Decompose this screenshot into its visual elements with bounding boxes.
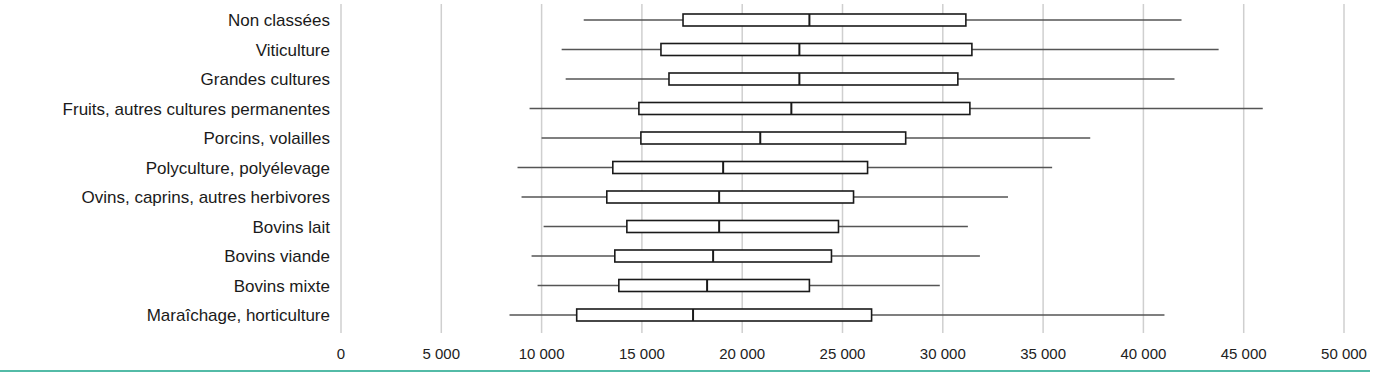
box-group xyxy=(518,162,1053,174)
box-group xyxy=(584,14,1182,26)
median xyxy=(790,103,792,115)
tick-label: 35 000 xyxy=(1020,345,1066,362)
tick-label: 15 000 xyxy=(619,345,665,362)
tick-label: 45 000 xyxy=(1221,345,1267,362)
box xyxy=(683,14,966,26)
box-group xyxy=(566,73,1175,85)
axis-line xyxy=(341,333,1344,334)
box xyxy=(639,103,970,115)
median xyxy=(692,309,694,321)
tick-label: 25 000 xyxy=(820,345,866,362)
box xyxy=(615,250,832,262)
category-label: Maraîchage, horticulture xyxy=(147,306,330,325)
box xyxy=(619,280,810,292)
box xyxy=(641,132,906,144)
whisker-high xyxy=(809,285,939,286)
category-label: Ovins, caprins, autres herbivores xyxy=(82,188,331,207)
whisker-high xyxy=(831,255,979,256)
tick-label: 40 000 xyxy=(1120,345,1166,362)
box-group xyxy=(510,309,1165,321)
box-group xyxy=(562,44,1219,56)
grid-line xyxy=(1042,4,1044,333)
whisker-low xyxy=(584,19,683,20)
median xyxy=(798,44,800,56)
whisker-low xyxy=(562,49,661,50)
category-label: Viticulture xyxy=(256,41,330,60)
median xyxy=(718,191,720,203)
whisker-high xyxy=(970,108,1263,109)
median xyxy=(712,250,714,262)
tick-label: 0 xyxy=(337,345,345,362)
whisker-low xyxy=(544,226,627,227)
tick-label: 50 000 xyxy=(1321,345,1367,362)
box xyxy=(577,309,872,321)
grid-line xyxy=(1143,4,1145,333)
median xyxy=(706,280,708,292)
whisker-high xyxy=(972,49,1219,50)
box-group xyxy=(538,280,940,292)
grid-line xyxy=(441,4,443,333)
box xyxy=(613,162,868,174)
whisker-low xyxy=(566,78,669,79)
whisker-low xyxy=(532,255,615,256)
category-label: Bovins viande xyxy=(224,247,330,266)
tick-label: 20 000 xyxy=(719,345,765,362)
category-label: Grandes cultures xyxy=(201,70,330,89)
median xyxy=(722,162,724,174)
category-label: Bovins mixte xyxy=(234,277,330,296)
whisker-low xyxy=(530,108,639,109)
box xyxy=(627,221,839,233)
box-group xyxy=(522,191,1008,203)
grid-line xyxy=(340,4,342,333)
grid-line xyxy=(541,4,543,333)
box xyxy=(669,73,958,85)
category-label: Porcins, volailles xyxy=(203,129,330,148)
grid-line xyxy=(1243,4,1245,333)
category-label: Bovins lait xyxy=(253,218,331,237)
category-label: Polyculture, polyélevage xyxy=(146,159,330,178)
tick-label: 5 000 xyxy=(423,345,461,362)
grid-line xyxy=(1343,4,1345,333)
median xyxy=(718,221,720,233)
whisker-low xyxy=(522,196,607,197)
tick-label: 10 000 xyxy=(519,345,565,362)
tick-label: 30 000 xyxy=(920,345,966,362)
median xyxy=(808,14,810,26)
whisker-high xyxy=(872,314,1165,315)
whisker-low xyxy=(542,137,641,138)
box-group xyxy=(542,132,1091,144)
box xyxy=(607,191,854,203)
whisker-high xyxy=(958,78,1175,79)
box-group xyxy=(532,250,980,262)
box xyxy=(661,44,972,56)
chart: 0 5 000 10 000 15 000 20 000 25 000 30 000 35 0… xyxy=(0,0,1380,379)
median xyxy=(759,132,761,144)
boxes xyxy=(510,14,1263,321)
whisker-low xyxy=(518,167,613,168)
whisker-high xyxy=(966,19,1182,20)
category-label: Fruits, autres cultures permanentes xyxy=(63,100,330,119)
median xyxy=(798,73,800,85)
whisker-high xyxy=(906,137,1091,138)
whisker-high xyxy=(838,226,967,227)
category-label: Non classées xyxy=(228,11,330,30)
box-group xyxy=(530,103,1263,115)
whisker-high xyxy=(868,167,1053,168)
whisker-low xyxy=(538,285,619,286)
grid xyxy=(341,4,1344,333)
bottom-rule xyxy=(0,370,1370,372)
whisker-high xyxy=(854,196,1008,197)
box-group xyxy=(544,221,968,233)
whisker-low xyxy=(510,314,577,315)
